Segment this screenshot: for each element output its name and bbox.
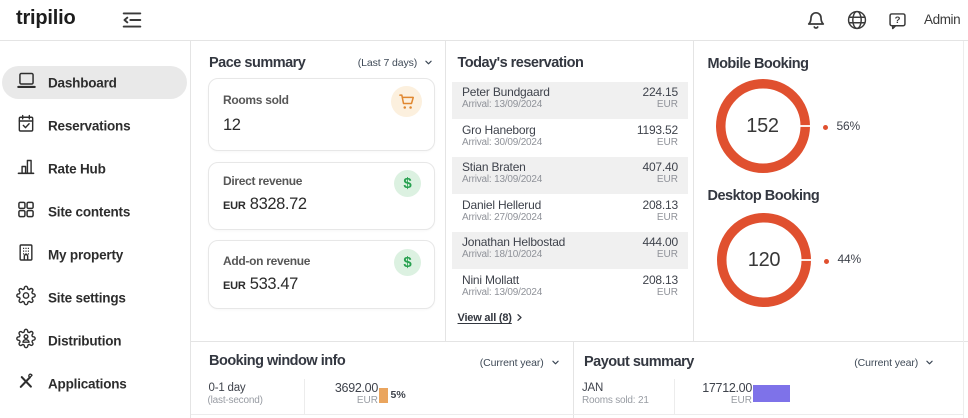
- svg-text:?: ?: [895, 15, 901, 26]
